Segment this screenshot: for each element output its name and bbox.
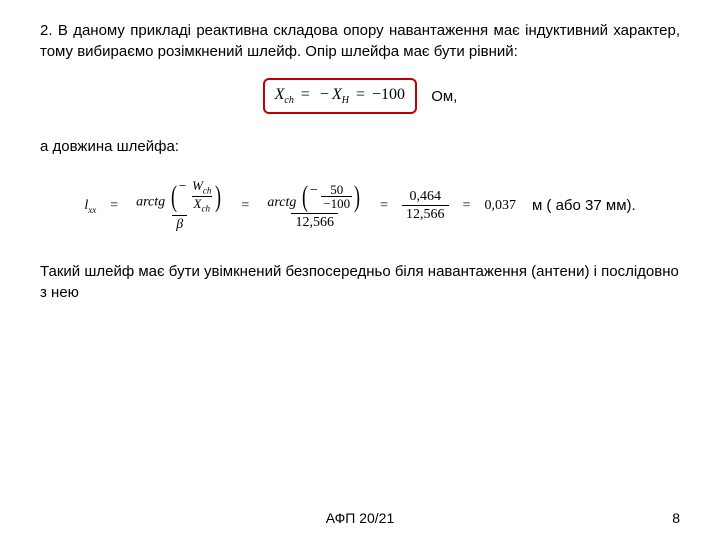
paragraph-1: 2. В даному прикладі реактивна складова … [40,20,680,62]
f-tail: м ( або 37 мм). [532,197,636,214]
f-lsub: xx [88,204,96,214]
f-den2: 12,566 [291,213,338,230]
frac-3: 0,464 12,566 [402,189,449,223]
f-d100: −100 [321,196,352,211]
f-arctg1: arctg [136,195,165,210]
f-n50: 50 [328,183,345,197]
eq1-lhs-sub: ch [284,95,293,106]
eq1-rhs1-var: X [332,86,342,103]
footer-text: АФП 20/21 [0,510,720,526]
frac-1: arctg ( − Wch Xch ) β [132,179,227,232]
f-den3: 12,566 [402,205,449,222]
paragraph-2: а довжина шлейфа: [40,138,680,155]
f-arctg2: arctg [267,195,296,210]
equation-1-box: Xch = −XH = −100 [263,78,417,114]
f-val: 0,037 [484,198,516,214]
frac-2: arctg ( − 50 −100 ) 12,566 [263,182,366,230]
equation-1-row: Xch = −XH = −100 Ом, [40,78,680,114]
f-W: W [192,178,203,193]
f-Wsub: ch [203,186,212,196]
paragraph-3: Такий шлейф має бути увімкнений безпосер… [40,261,680,303]
f-Xsub: ch [201,204,210,214]
f-minus2: − [310,183,318,198]
eq1-neg1: − [317,86,332,103]
equation-2: lxx = arctg ( − Wch Xch [40,179,680,232]
eq1-lhs-var: X [275,86,285,103]
f-num3: 0,464 [406,189,446,205]
eq1-unit: Ом, [431,88,457,105]
eq1-rhs2: −100 [372,86,405,103]
f-beta: β [176,217,183,232]
f-minus1: − [179,179,187,194]
page-number: 8 [672,510,680,526]
eq1-rhs1-sub: H [342,95,349,106]
